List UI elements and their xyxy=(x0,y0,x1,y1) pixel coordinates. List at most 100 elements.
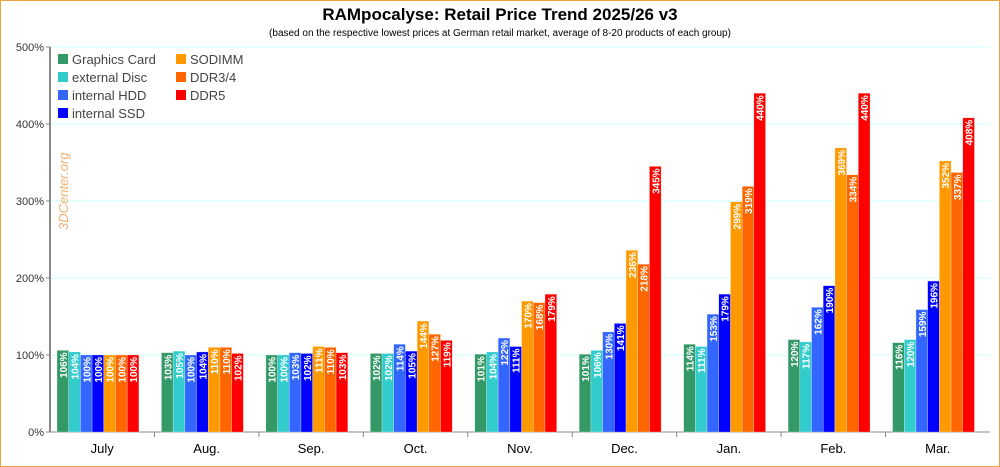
data-label: 218% xyxy=(640,266,651,292)
data-label: 116% xyxy=(894,345,905,370)
data-label: 190% xyxy=(825,288,836,314)
bar xyxy=(939,160,952,433)
bar xyxy=(950,172,964,433)
data-label: 111% xyxy=(512,348,523,373)
data-label: 114% xyxy=(396,346,407,371)
bar xyxy=(858,92,871,433)
data-label: 102% xyxy=(233,355,244,381)
x-tick-label: Oct. xyxy=(404,441,428,456)
bar xyxy=(649,166,662,433)
data-label: 102% xyxy=(384,355,395,381)
data-label: 105% xyxy=(175,353,186,379)
data-label: 100% xyxy=(279,357,290,383)
chart-subtitle: (based on the respective lowest prices a… xyxy=(269,28,731,39)
bar xyxy=(544,293,557,433)
data-label: 110% xyxy=(222,349,233,374)
bar xyxy=(730,201,743,433)
data-label: 319% xyxy=(744,188,755,214)
data-label: 102% xyxy=(303,355,314,381)
data-label: 337% xyxy=(953,174,964,200)
data-label: 100% xyxy=(129,357,140,383)
data-label: 120% xyxy=(906,341,917,367)
legend-label: Graphics Card xyxy=(72,52,156,67)
data-label: 100% xyxy=(82,357,93,383)
x-tick-label: Dec. xyxy=(611,441,638,456)
x-tick-label: Jan. xyxy=(717,441,742,456)
legend-swatch xyxy=(58,54,68,64)
data-label: 236% xyxy=(628,252,639,278)
legend-swatch xyxy=(58,108,68,118)
bar xyxy=(440,340,453,433)
chart-title: RAMpocalyse: Retail Price Trend 2025/26 … xyxy=(322,5,678,24)
y-tick-label: 0% xyxy=(28,427,44,439)
data-label: 100% xyxy=(106,357,117,383)
data-label: 111% xyxy=(697,348,708,373)
data-label: 106% xyxy=(593,352,604,378)
data-label: 130% xyxy=(604,334,615,360)
x-tick-label: Nov. xyxy=(507,441,533,456)
data-label: 104% xyxy=(488,354,499,380)
data-label: 102% xyxy=(372,355,383,381)
bar xyxy=(231,353,244,433)
data-label: 119% xyxy=(442,342,453,367)
data-label: 159% xyxy=(918,311,929,337)
legend-swatch xyxy=(176,90,186,100)
data-label: 101% xyxy=(477,356,488,382)
legend-label: internal HDD xyxy=(72,88,146,103)
data-label: 408% xyxy=(965,120,976,146)
y-tick-label: 300% xyxy=(16,196,44,208)
data-label: 106% xyxy=(59,352,70,378)
data-label: 299% xyxy=(732,204,743,230)
data-label: 153% xyxy=(709,316,720,342)
legend-label: DDR5 xyxy=(190,88,225,103)
data-label: 100% xyxy=(187,357,198,383)
data-label: 196% xyxy=(930,283,941,309)
legend-swatch xyxy=(176,72,186,82)
x-tick-label: Mar. xyxy=(925,441,950,456)
data-label: 179% xyxy=(721,296,732,322)
bar xyxy=(126,354,140,433)
bar xyxy=(335,352,349,433)
data-label: 117% xyxy=(802,344,813,369)
legend-swatch xyxy=(58,72,68,82)
y-tick-label: 400% xyxy=(16,119,44,131)
data-label: 105% xyxy=(407,353,418,379)
data-label: 179% xyxy=(547,296,558,322)
data-label: 101% xyxy=(581,356,592,382)
data-label: 104% xyxy=(71,354,82,380)
data-label: 369% xyxy=(837,150,848,176)
bar xyxy=(753,92,766,433)
data-label: 334% xyxy=(848,177,859,203)
data-label: 103% xyxy=(291,355,302,381)
data-label: 162% xyxy=(813,309,824,335)
bar xyxy=(846,174,859,433)
data-label: 103% xyxy=(338,355,349,381)
data-label: 100% xyxy=(94,357,105,383)
data-label: 120% xyxy=(790,341,801,367)
data-label: 122% xyxy=(500,340,511,366)
data-label: 110% xyxy=(326,349,337,374)
data-label: 141% xyxy=(616,325,627,351)
legend-swatch xyxy=(58,90,68,100)
data-label: 114% xyxy=(686,346,697,371)
bar xyxy=(834,147,847,433)
x-tick-label: Aug. xyxy=(193,441,220,456)
legend-label: DDR3/4 xyxy=(190,70,236,85)
y-tick-label: 100% xyxy=(16,350,44,362)
data-label: 103% xyxy=(163,355,174,381)
y-tick-label: 500% xyxy=(16,42,44,54)
data-label: 104% xyxy=(198,354,209,380)
data-label: 168% xyxy=(535,305,546,331)
legend-label: SODIMM xyxy=(190,52,243,67)
x-tick-label: July xyxy=(91,441,115,456)
x-tick-label: Feb. xyxy=(820,441,846,456)
legend-swatch xyxy=(176,54,186,64)
data-label: 170% xyxy=(523,303,534,329)
bar xyxy=(962,117,975,433)
data-label: 352% xyxy=(941,163,952,189)
data-label: 440% xyxy=(756,95,767,121)
data-label: 100% xyxy=(268,357,279,383)
data-label: 144% xyxy=(419,323,430,349)
legend-label: internal SSD xyxy=(72,106,145,121)
